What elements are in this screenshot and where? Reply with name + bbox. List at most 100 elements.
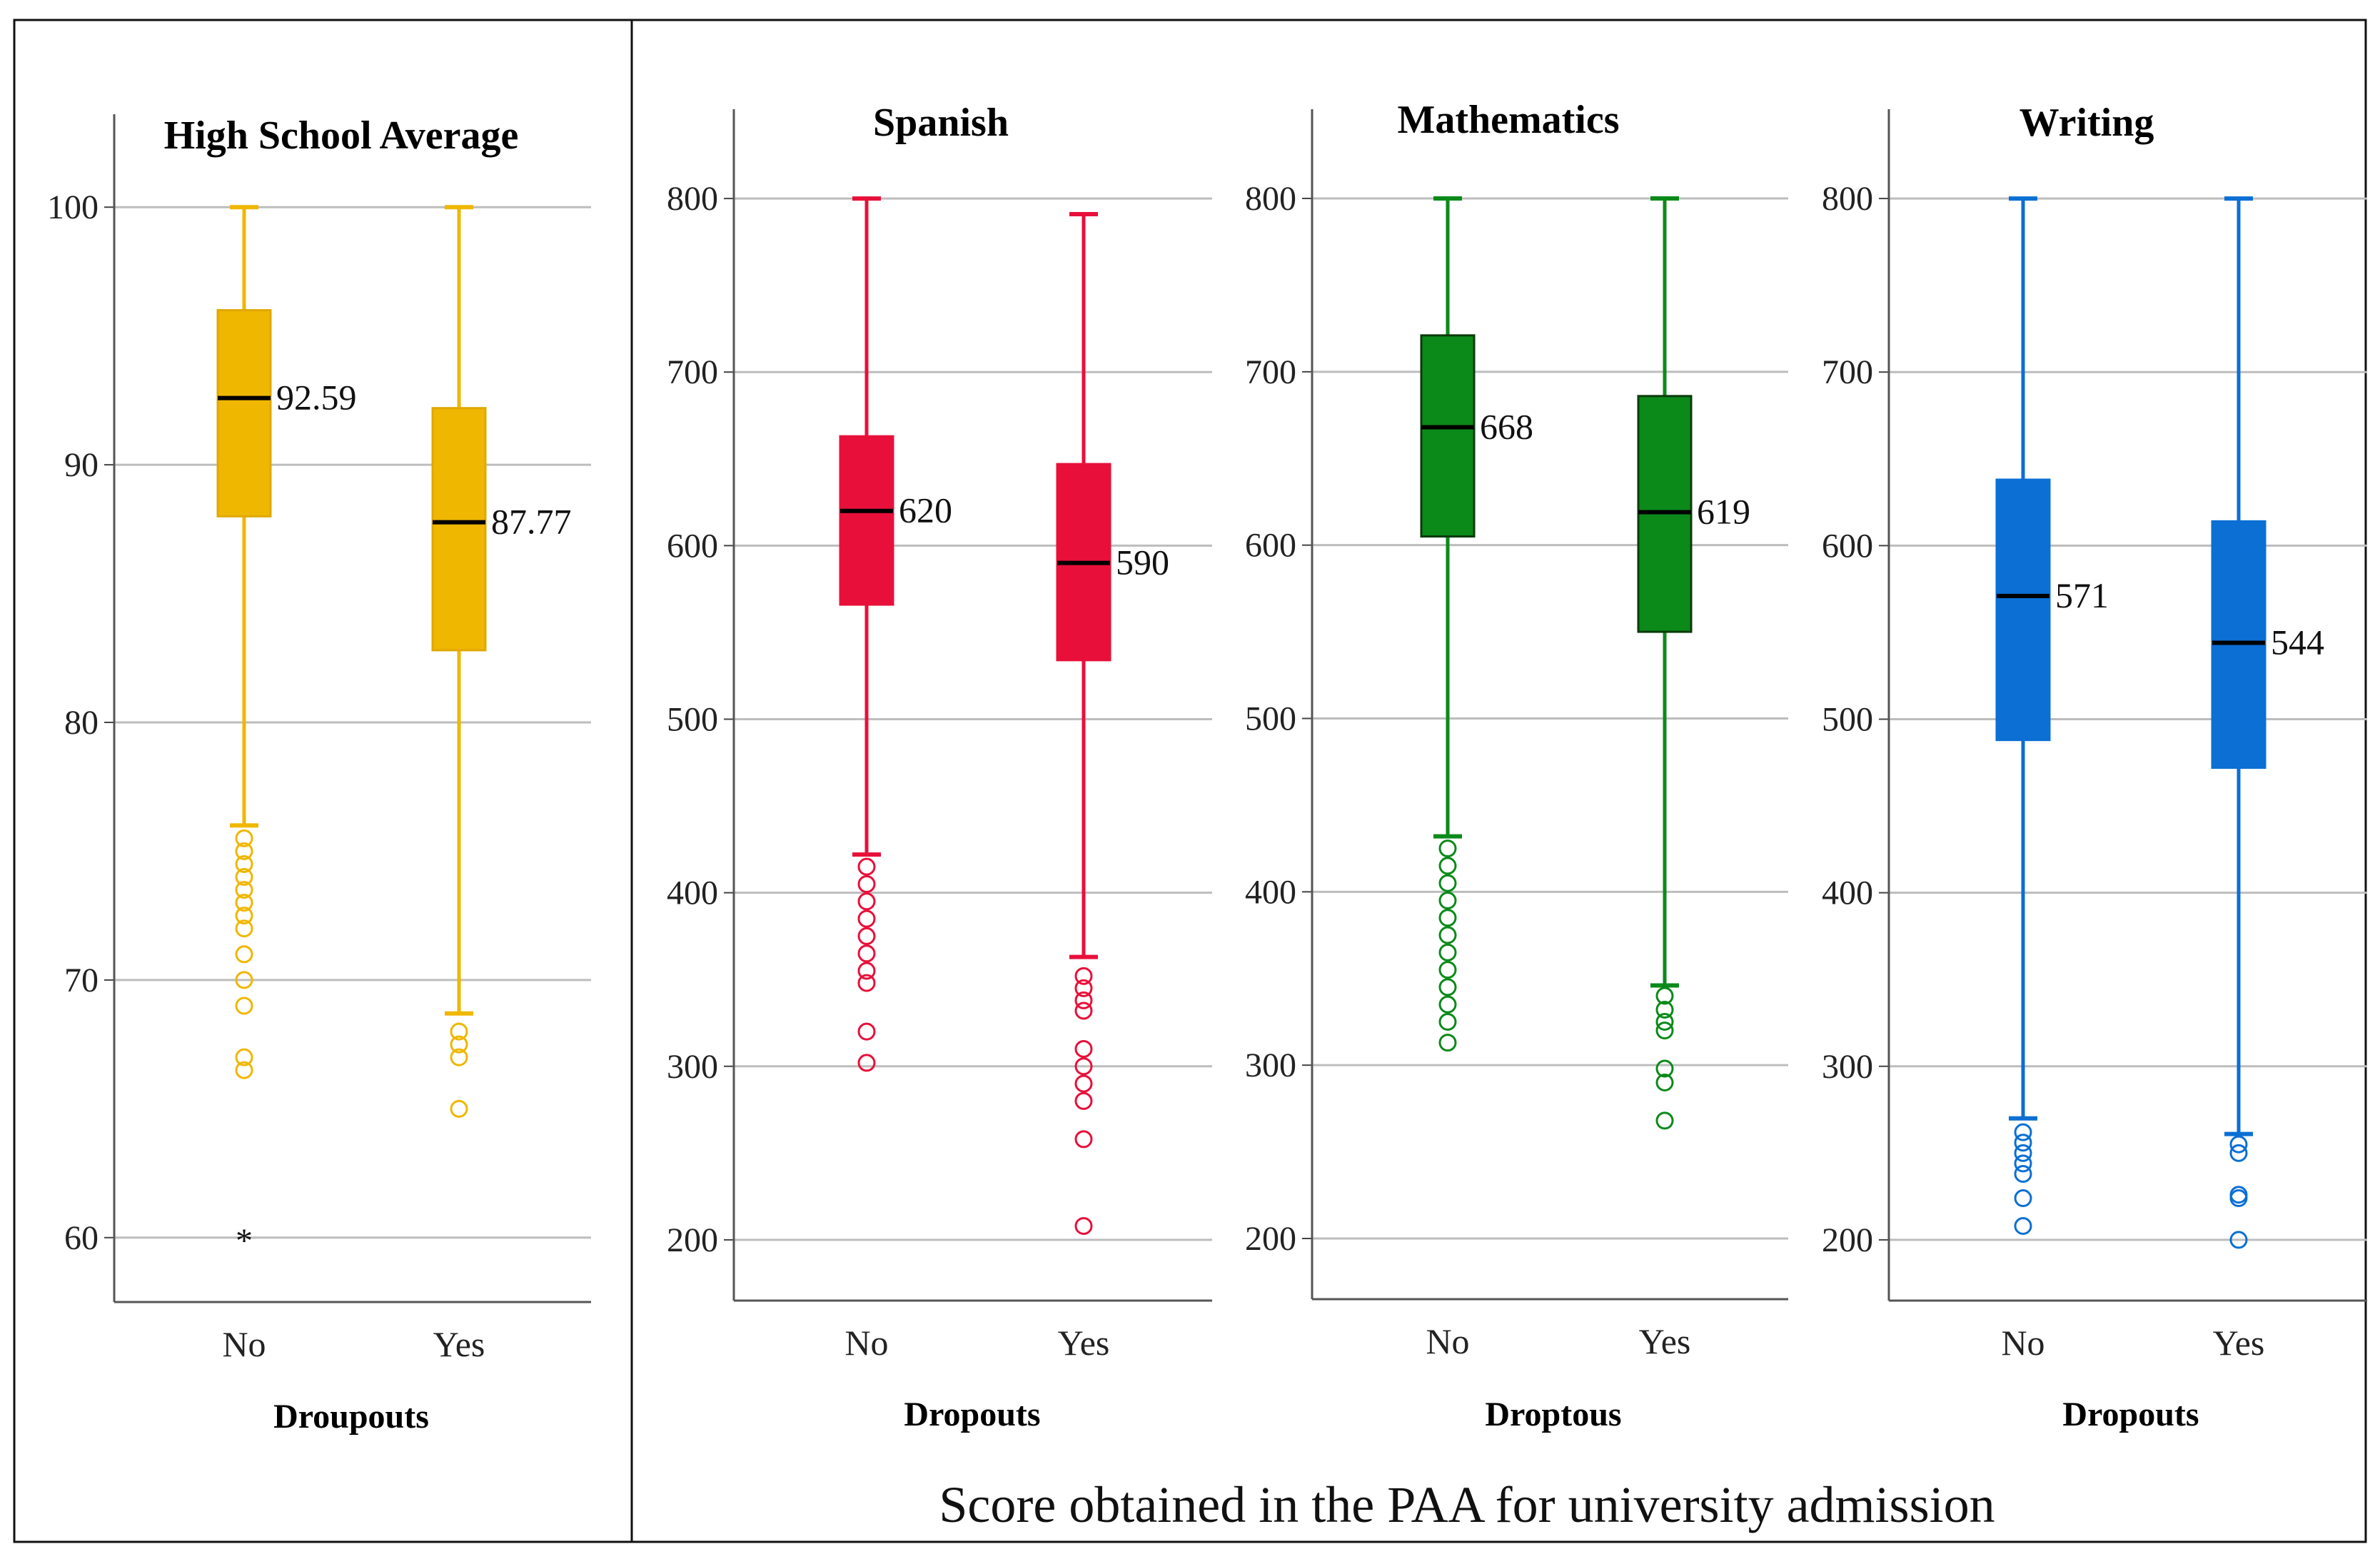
chart-title: High School Average (164, 113, 519, 158)
outlier-point (1438, 1034, 1457, 1052)
x-category-label: No (222, 1324, 266, 1364)
outlier-point (450, 1022, 468, 1041)
outlier-point (235, 854, 253, 873)
y-tick-label: 300 (1822, 1048, 1873, 1086)
outlier-point (1655, 987, 1674, 1005)
outlier-point (1074, 1002, 1093, 1020)
outlier-point (1438, 926, 1457, 944)
outlier-point (235, 842, 253, 860)
right-panel-frame (630, 19, 2367, 1543)
outlier-point (1074, 991, 1093, 1009)
outlier-point (857, 962, 876, 980)
chart-2: Mathematics 200 300 400 500 600 700 800 No Yes Dro… (1245, 98, 1788, 1433)
outlier-point (1438, 874, 1457, 892)
outlier-point (857, 892, 876, 911)
outlier-point (2014, 1123, 2032, 1141)
chart-3: Writing 200 300 400 500 600 700 800 No Yes Dropout… (1822, 101, 2367, 1433)
outlier-point (2014, 1189, 2032, 1208)
outlier-point (1438, 857, 1457, 875)
x-axis-label: Droptous (1485, 1396, 1621, 1433)
outlier-point (235, 868, 253, 887)
outlier-point (1655, 1021, 1674, 1040)
median-label: 620 (899, 490, 952, 530)
outlier-point (235, 1048, 253, 1066)
chart-title: Spanish (873, 101, 1009, 145)
outlier-point (235, 997, 253, 1015)
y-tick-label: 90 (64, 446, 99, 484)
box-group-yes: 544 (2211, 196, 2324, 1249)
outlier-point (235, 829, 253, 847)
outlier-point (1655, 1012, 1674, 1031)
y-tick-label: 400 (1245, 873, 1296, 911)
y-tick-label: 60 (64, 1219, 99, 1257)
y-tick-label: 600 (667, 527, 718, 565)
y-tick-label: 200 (1245, 1220, 1296, 1258)
y-tick-label: 300 (1245, 1046, 1296, 1084)
y-tick-label: 400 (667, 874, 718, 912)
box (216, 309, 272, 518)
chart-title: Writing (2020, 101, 2154, 145)
outlier-point (450, 1099, 468, 1118)
outlier-point (1438, 943, 1457, 962)
outlier-point (1655, 1000, 1674, 1019)
outlier-point (2014, 1216, 2032, 1235)
outlier-point (1438, 909, 1457, 927)
box-group-no: 571 (1995, 196, 2109, 1235)
median-label: 571 (2055, 575, 2109, 615)
median-label: 668 (1480, 407, 1533, 447)
y-tick-label: 700 (1245, 353, 1296, 391)
extreme-point: * (236, 1222, 253, 1260)
median-label: 92.59 (276, 378, 357, 418)
outlier-point (1074, 1057, 1093, 1076)
outlier-point (1438, 839, 1457, 858)
x-axis-label: Dropouts (904, 1396, 1040, 1433)
y-tick-label: 800 (667, 180, 718, 218)
y-tick-label: 200 (667, 1221, 718, 1259)
y-tick-label: 700 (667, 353, 718, 391)
outlier-point (1074, 1039, 1093, 1058)
y-tick-label: 200 (1822, 1221, 1873, 1259)
outlier-point (1655, 1073, 1674, 1091)
outlier-point (235, 945, 253, 964)
x-category-label: Yes (433, 1324, 485, 1364)
x-axis-label: Dropouts (2062, 1396, 2199, 1433)
outlier-point (1438, 1012, 1457, 1031)
box-group-no: 668 (1420, 196, 1533, 1052)
outlier-point (1438, 978, 1457, 997)
outlier-point (1655, 1059, 1674, 1078)
outlier-point (1074, 1216, 1093, 1235)
outlier-point (450, 1035, 468, 1054)
outlier-point (2229, 1135, 2248, 1154)
outlier-point (450, 1048, 468, 1066)
outlier-point (2229, 1231, 2248, 1249)
outlier-point (857, 857, 876, 876)
outlier-point (1655, 1111, 1674, 1130)
outlier-point (1438, 995, 1457, 1014)
outlier-point (1438, 891, 1457, 909)
y-tick-label: 500 (1245, 700, 1296, 738)
median-label: 590 (1116, 543, 1169, 582)
y-tick-label: 100 (47, 188, 99, 226)
y-tick-label: 800 (1245, 180, 1296, 218)
outlier-point (235, 881, 253, 899)
y-tick-label: 600 (1245, 527, 1296, 565)
box-group-yes: 619 (1637, 196, 1750, 1130)
outlier-point (857, 874, 876, 893)
outlier-point (857, 909, 876, 928)
y-tick-label: 800 (1822, 180, 1873, 218)
outlier-point (1074, 1091, 1093, 1110)
x-category-label: No (1426, 1321, 1469, 1361)
y-tick-label: 70 (64, 962, 99, 999)
box-group-no: 92.59 * (216, 205, 357, 1260)
y-tick-label: 500 (667, 701, 718, 739)
median-label: 87.77 (491, 502, 572, 542)
outlier-point (1074, 1130, 1093, 1149)
x-category-label: Yes (2213, 1323, 2265, 1363)
y-tick-label: 600 (1822, 527, 1873, 565)
chart-0: High School Average 60 70 80 90 100 No YesDroup… (47, 113, 591, 1436)
box (839, 435, 894, 606)
y-tick-label: 300 (667, 1048, 718, 1086)
outlier-point (2014, 1144, 2032, 1162)
